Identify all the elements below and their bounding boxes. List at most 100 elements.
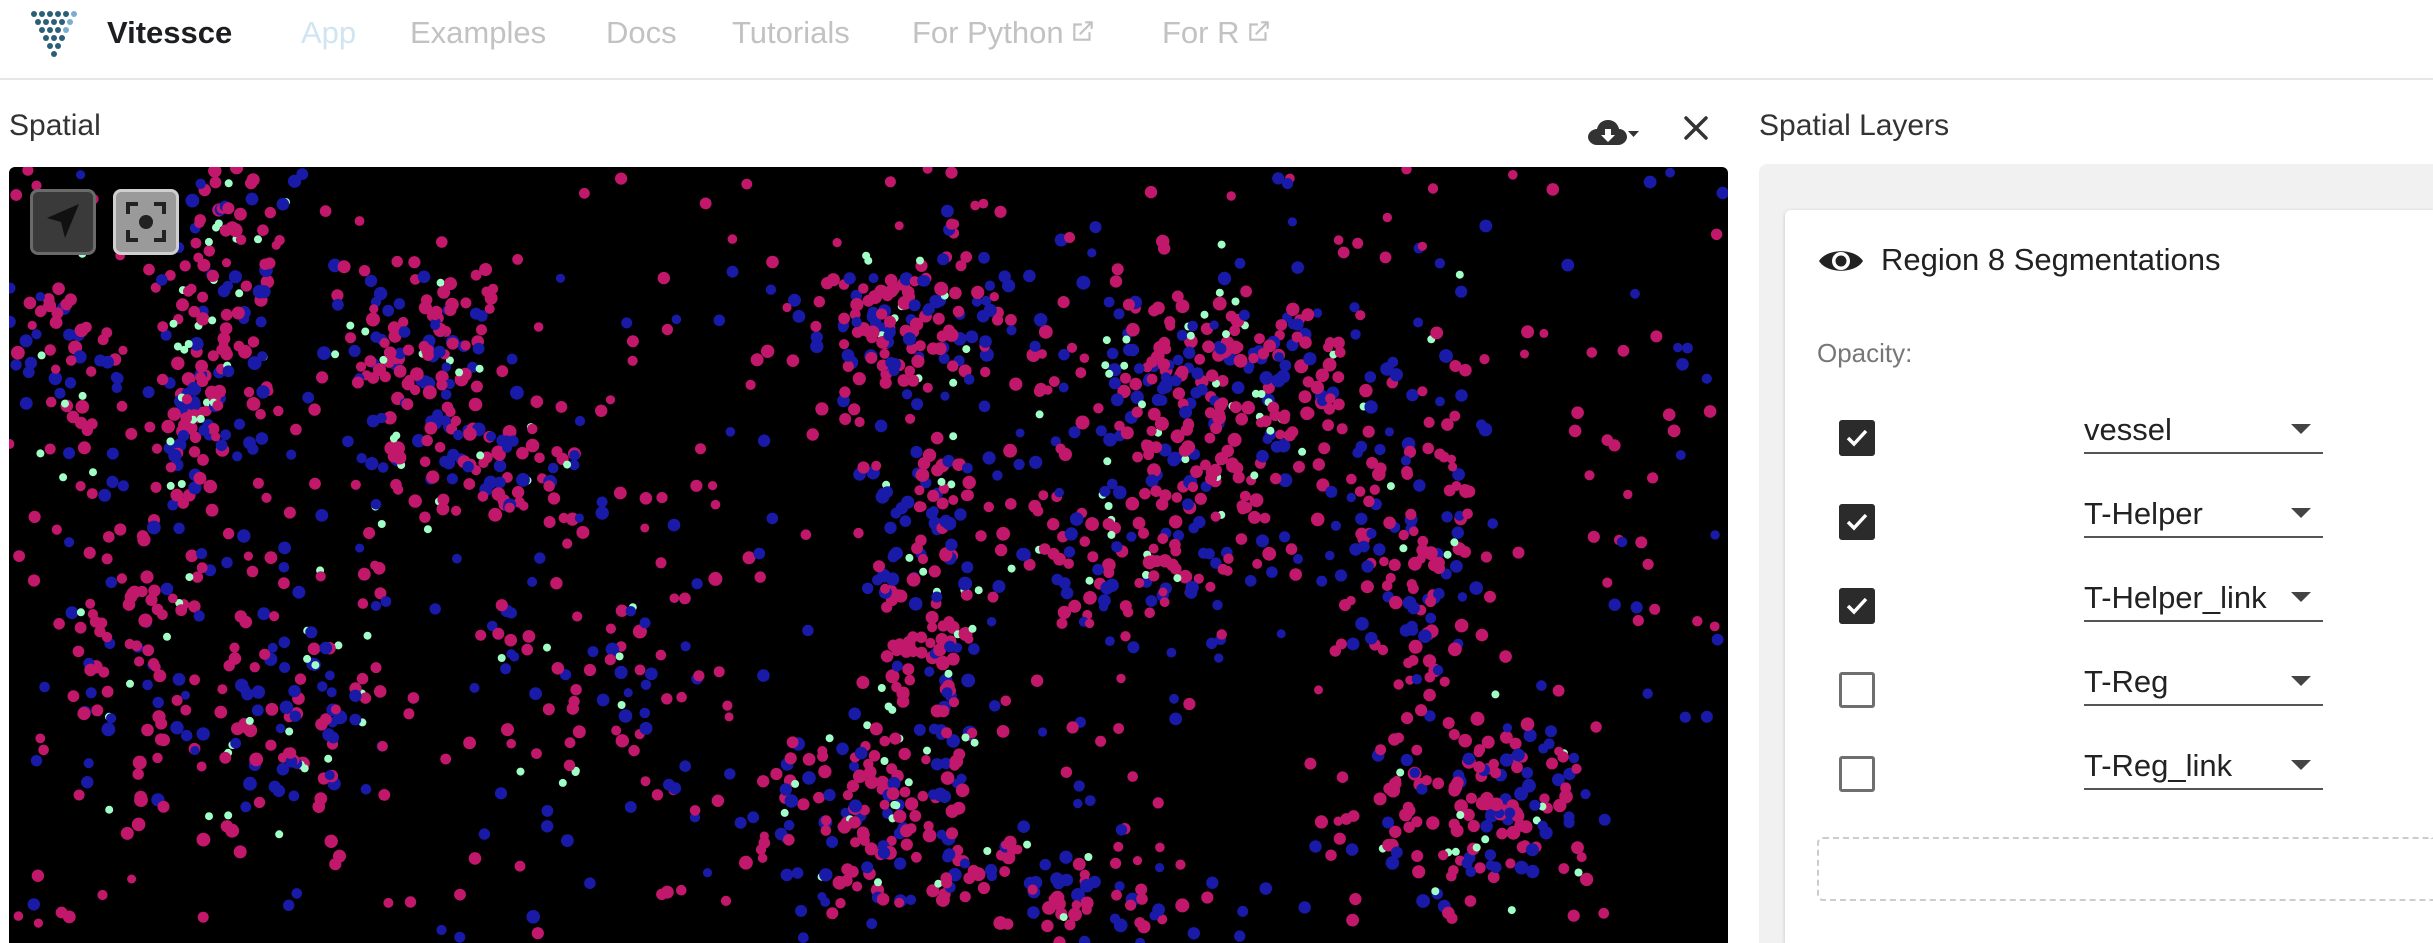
cell-marker xyxy=(1514,860,1529,875)
cell-marker xyxy=(978,251,990,264)
cell-marker xyxy=(1409,526,1419,537)
cell-marker xyxy=(345,332,356,344)
cell-marker xyxy=(233,418,246,430)
cell-marker xyxy=(679,760,691,772)
checkmark-icon xyxy=(1846,597,1868,615)
cell-marker xyxy=(372,562,386,575)
cell-marker xyxy=(1630,601,1643,614)
add-channel-area[interactable] xyxy=(1817,837,2433,901)
nav-app[interactable]: App xyxy=(301,15,357,50)
cell-marker xyxy=(883,330,894,341)
nav-tutorials[interactable]: Tutorials xyxy=(732,15,850,50)
cell-marker xyxy=(188,481,202,495)
cell-marker xyxy=(1448,462,1458,472)
channel-checkbox-t-reg-link[interactable] xyxy=(1839,756,1875,792)
channel-checkbox-t-helper-link[interactable] xyxy=(1839,588,1875,624)
cell-marker xyxy=(22,167,34,176)
channel-select-t-reg-link[interactable]: T-Reg_link xyxy=(2084,746,2323,790)
nav-for-python[interactable]: For Python xyxy=(912,12,1096,54)
cell-marker xyxy=(745,379,756,390)
cell-marker xyxy=(217,284,231,298)
cell-marker xyxy=(1329,645,1342,657)
cell-marker xyxy=(1393,679,1404,690)
cell-marker xyxy=(1563,816,1575,829)
cell-marker xyxy=(355,361,367,372)
cell-marker xyxy=(1454,618,1469,633)
cell-marker xyxy=(357,567,371,581)
cell-marker xyxy=(1362,425,1375,438)
cell-marker xyxy=(1379,251,1392,264)
cell-marker xyxy=(534,552,546,564)
cell-marker xyxy=(470,269,482,281)
cell-marker xyxy=(140,570,154,584)
cell-marker xyxy=(1545,725,1557,738)
cell-marker xyxy=(888,549,901,562)
cell-marker xyxy=(757,853,768,863)
cell-marker xyxy=(1085,576,1094,585)
cell-marker xyxy=(708,481,718,491)
cell-marker xyxy=(493,446,505,457)
cell-marker xyxy=(996,526,1011,541)
channel-select-vessel[interactable]: vessel xyxy=(2084,410,2323,454)
cell-marker xyxy=(1158,587,1168,597)
vitessce-logo-icon[interactable] xyxy=(30,10,82,58)
nav-for-r[interactable]: For R xyxy=(1162,12,1272,54)
cell-marker xyxy=(171,356,185,370)
layer-visibility-toggle[interactable] xyxy=(1817,244,1865,278)
cell-marker xyxy=(1310,512,1325,527)
cell-marker xyxy=(1113,723,1124,734)
cell-marker xyxy=(78,391,87,400)
cell-marker xyxy=(851,326,864,338)
cell-marker xyxy=(1037,349,1047,359)
cell-marker xyxy=(1187,481,1199,493)
cell-marker xyxy=(1568,424,1582,438)
cell-marker xyxy=(13,911,24,921)
channel-checkbox-t-helper[interactable] xyxy=(1839,504,1875,540)
cell-marker xyxy=(876,775,889,789)
channel-select-t-reg[interactable]: T-Reg xyxy=(2084,662,2323,706)
cell-marker xyxy=(1390,368,1402,380)
cell-marker xyxy=(1148,304,1160,317)
channel-checkbox-t-reg[interactable] xyxy=(1839,672,1875,708)
nav-examples[interactable]: Examples xyxy=(410,15,547,50)
nav-docs[interactable]: Docs xyxy=(606,15,677,50)
spatial-canvas[interactable] xyxy=(9,167,1728,943)
cell-marker xyxy=(234,207,247,221)
cell-marker xyxy=(925,507,938,520)
cell-marker xyxy=(913,723,926,736)
cell-marker xyxy=(1217,271,1232,286)
cell-marker xyxy=(337,260,351,274)
cell-marker xyxy=(541,805,554,817)
cell-marker xyxy=(961,733,970,742)
cell-marker xyxy=(203,245,215,257)
cell-marker xyxy=(856,676,870,689)
cell-marker xyxy=(1543,738,1555,750)
channel-checkbox-vessel[interactable] xyxy=(1839,420,1875,456)
cell-marker xyxy=(1173,530,1184,541)
channel-select-t-helper-link[interactable]: T-Helper_link xyxy=(2084,578,2323,622)
cell-marker xyxy=(626,335,639,348)
cell-marker xyxy=(1333,235,1344,245)
cell-marker xyxy=(1520,349,1529,359)
channel-select-t-helper[interactable]: T-Helper xyxy=(2084,494,2323,538)
cell-marker xyxy=(257,607,271,621)
brand-name[interactable]: Vitessce xyxy=(107,15,233,50)
cell-marker xyxy=(1409,767,1421,778)
cell-marker xyxy=(500,663,512,675)
cell-marker xyxy=(1386,482,1395,491)
cell-marker xyxy=(671,314,682,325)
cell-marker xyxy=(150,282,161,293)
cell-marker xyxy=(864,256,873,265)
channel-select-value: vessel xyxy=(2084,412,2172,447)
cell-marker xyxy=(1159,597,1170,608)
cell-marker xyxy=(1073,780,1085,792)
pan-tool-button[interactable] xyxy=(30,189,96,255)
cell-marker xyxy=(802,624,814,637)
cell-marker xyxy=(949,432,958,441)
cell-marker xyxy=(941,727,953,739)
cell-marker xyxy=(931,464,944,477)
recenter-button[interactable] xyxy=(113,189,179,255)
close-button[interactable] xyxy=(1678,108,1714,148)
cell-marker xyxy=(1448,818,1460,830)
download-button[interactable] xyxy=(1578,110,1644,150)
